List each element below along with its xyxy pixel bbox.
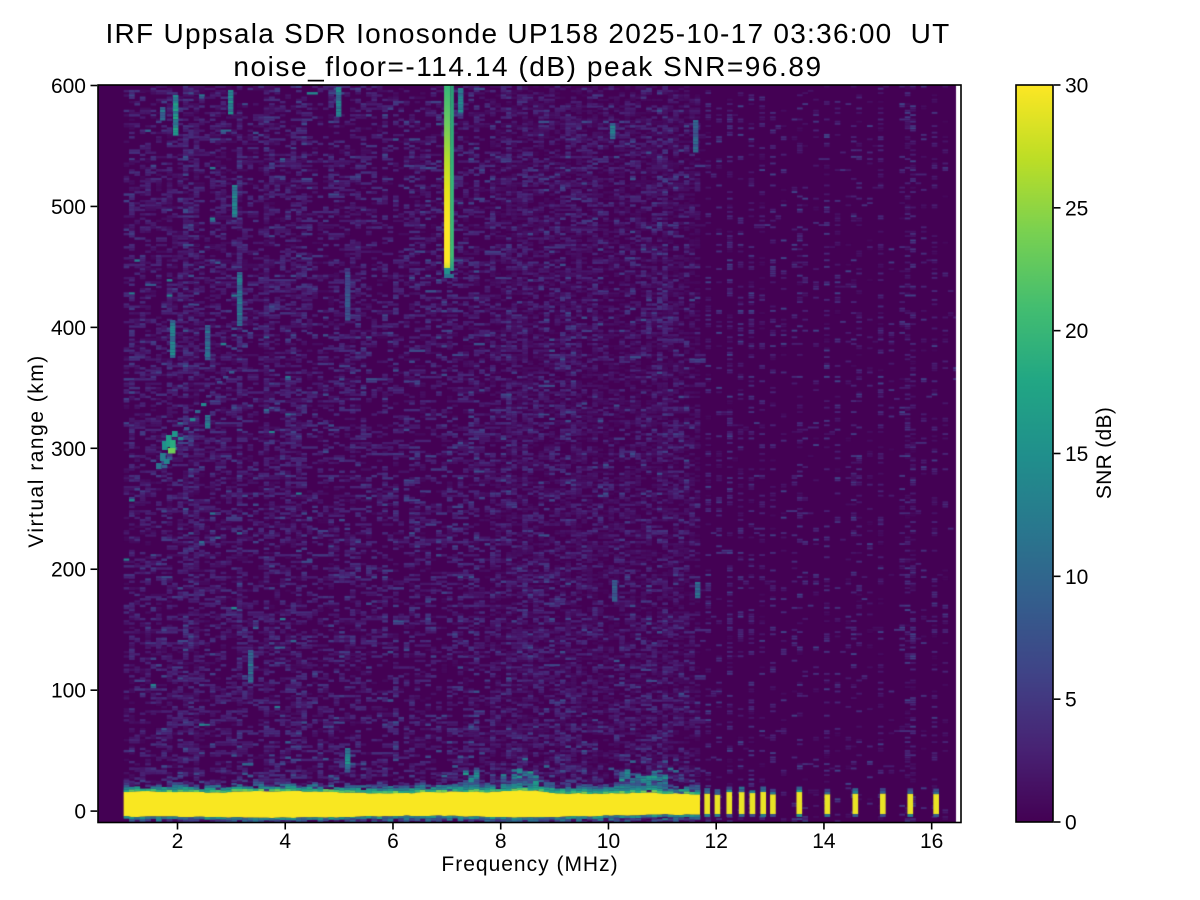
svg-text:6: 6 bbox=[387, 830, 399, 853]
svg-text:10: 10 bbox=[1065, 566, 1088, 589]
svg-text:8: 8 bbox=[495, 830, 507, 853]
svg-text:20: 20 bbox=[1065, 320, 1088, 343]
svg-text:400: 400 bbox=[51, 317, 86, 340]
svg-text:16: 16 bbox=[920, 830, 943, 853]
svg-text:600: 600 bbox=[51, 75, 86, 98]
svg-text:100: 100 bbox=[51, 680, 86, 703]
svg-text:10: 10 bbox=[597, 830, 620, 853]
svg-text:300: 300 bbox=[51, 438, 86, 461]
svg-text:2: 2 bbox=[172, 830, 184, 853]
svg-text:500: 500 bbox=[51, 196, 86, 219]
svg-text:4: 4 bbox=[279, 830, 291, 853]
svg-text:5: 5 bbox=[1065, 689, 1077, 712]
svg-text:12: 12 bbox=[705, 830, 728, 853]
svg-text:15: 15 bbox=[1065, 443, 1088, 466]
svg-text:0: 0 bbox=[74, 801, 86, 824]
svg-text:25: 25 bbox=[1065, 197, 1088, 220]
svg-text:30: 30 bbox=[1065, 74, 1088, 97]
svg-text:14: 14 bbox=[812, 830, 836, 853]
svg-text:0: 0 bbox=[1065, 812, 1077, 835]
svg-text:200: 200 bbox=[51, 559, 86, 582]
